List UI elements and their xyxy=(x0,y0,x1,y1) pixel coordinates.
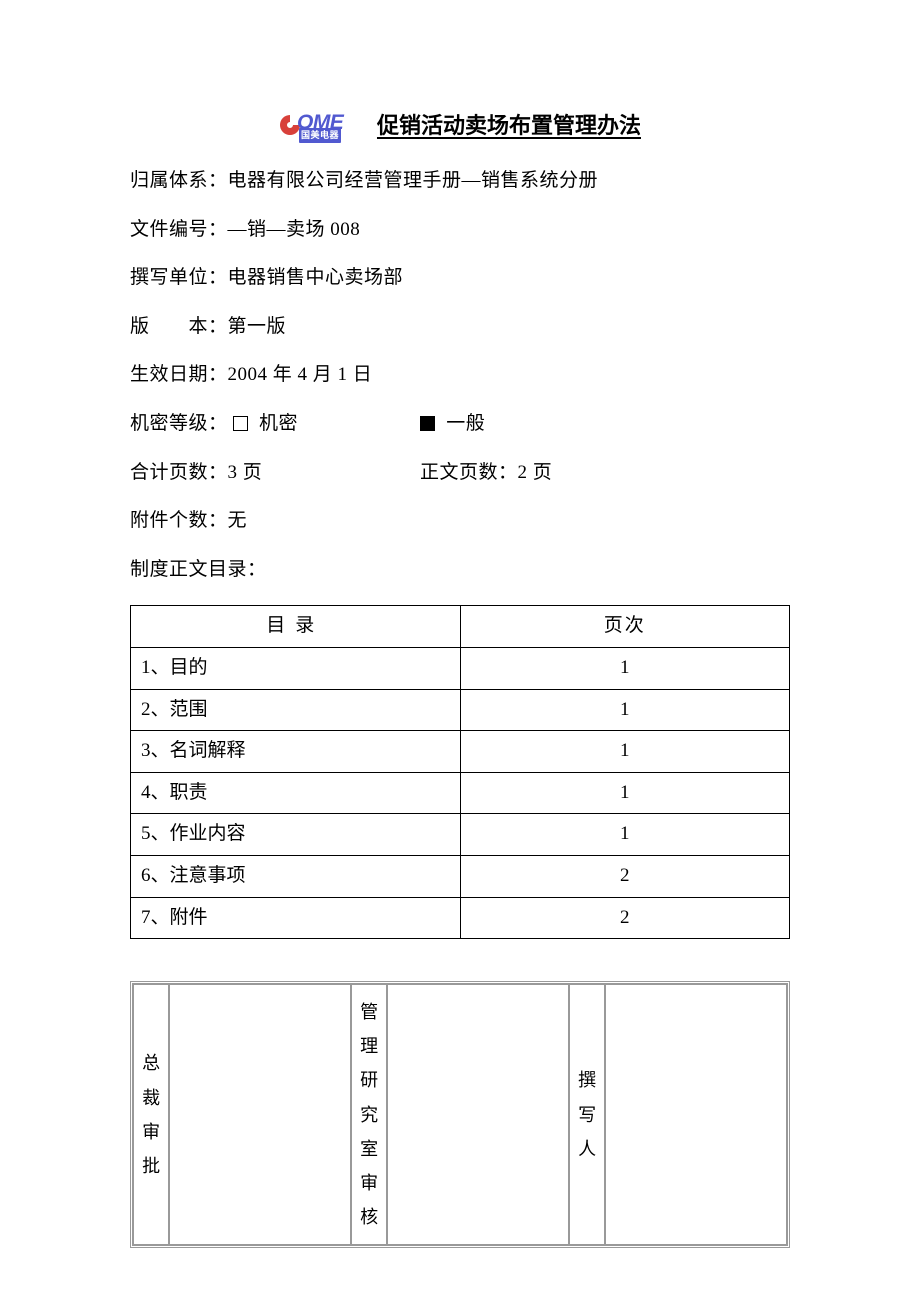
toc-col-item: 目录 xyxy=(131,606,461,648)
meta-secrecy: 机密等级： 机密 一般 xyxy=(130,411,790,438)
meta-label: 版 本： xyxy=(130,316,228,337)
toc-header-row: 目录 页次 xyxy=(131,606,790,648)
signoff-ceo-label: 总裁审批 xyxy=(133,984,169,1245)
meta-author-unit: 撰写单位：电器销售中心卖场部 xyxy=(130,265,790,292)
table-row: 6、注意事项2 xyxy=(131,855,790,897)
meta-value: 电器销售中心卖场部 xyxy=(228,267,404,288)
meta-label: 正文页数： xyxy=(420,462,518,483)
toc-page: 1 xyxy=(460,814,790,856)
meta-version: 版 本：第一版 xyxy=(130,314,790,341)
table-row: 7、附件2 xyxy=(131,897,790,939)
toc-item: 1、目的 xyxy=(131,647,461,689)
toc-item: 4、职责 xyxy=(131,772,461,814)
title-row: OME 国美电器 促销活动卖场布置管理办法 xyxy=(130,110,790,142)
meta-label: 合计页数： xyxy=(130,462,228,483)
toc-item: 2、范围 xyxy=(131,689,461,731)
meta-label: 附件个数： xyxy=(130,510,228,531)
toc-page: 1 xyxy=(460,689,790,731)
signoff-ceo-space xyxy=(169,984,351,1245)
meta-effective: 生效日期：2004 年 4 月 1 日 xyxy=(130,362,790,389)
signoff-mgmt-label: 管理研究室审核 xyxy=(351,984,387,1245)
signoff-table: 总裁审批 管理研究室审核 撰写人 xyxy=(130,981,790,1248)
meta-system: 归属体系：电器有限公司经营管理手册—销售系统分册 xyxy=(130,168,790,195)
meta-label: 生效日期： xyxy=(130,364,228,385)
meta-value: 2004 年 4 月 1 日 xyxy=(228,364,373,385)
document-title: 促销活动卖场布置管理办法 xyxy=(377,111,641,142)
toc-page: 1 xyxy=(460,731,790,773)
toc-page: 1 xyxy=(460,772,790,814)
meta-value: 3 页 xyxy=(228,462,263,483)
toc-page: 1 xyxy=(460,647,790,689)
secrecy-option: 机密 xyxy=(259,413,298,434)
table-row: 5、作业内容1 xyxy=(131,814,790,856)
meta-value: 2 页 xyxy=(518,462,553,483)
toc-col-page: 页次 xyxy=(460,606,790,648)
meta-value: 电器有限公司经营管理手册—销售系统分册 xyxy=(228,170,599,191)
toc-item: 3、名词解释 xyxy=(131,731,461,773)
meta-attach: 附件个数：无 xyxy=(130,508,790,535)
checkbox-secret xyxy=(233,416,248,431)
signoff-mgmt-space xyxy=(387,984,569,1245)
toc-item: 5、作业内容 xyxy=(131,814,461,856)
checkbox-general xyxy=(420,416,435,431)
signoff-row: 总裁审批 管理研究室审核 撰写人 xyxy=(133,984,787,1245)
meta-value: 无 xyxy=(228,510,248,531)
toc-heading: 制度正文目录： xyxy=(130,557,790,584)
logo-text-sub: 国美电器 xyxy=(299,128,341,143)
meta-label: 机密等级： xyxy=(130,413,228,434)
meta-pages: 合计页数：3 页 正文页数：2 页 xyxy=(130,460,790,487)
table-row: 2、范围1 xyxy=(131,689,790,731)
toc-item: 6、注意事项 xyxy=(131,855,461,897)
meta-docno: 文件编号：—销—卖场 008 xyxy=(130,217,790,244)
secrecy-option: 一般 xyxy=(446,413,485,434)
gome-logo: OME 国美电器 xyxy=(279,110,371,142)
meta-label: 归属体系： xyxy=(130,170,228,191)
table-row: 1、目的1 xyxy=(131,647,790,689)
meta-label: 文件编号： xyxy=(130,219,228,240)
meta-label: 撰写单位： xyxy=(130,267,228,288)
toc-table: 目录 页次 1、目的12、范围13、名词解释14、职责15、作业内容16、注意事… xyxy=(130,605,790,939)
meta-value: —销—卖场 008 xyxy=(228,219,361,240)
signoff-author-space xyxy=(605,984,787,1245)
table-row: 3、名词解释1 xyxy=(131,731,790,773)
toc-page: 2 xyxy=(460,897,790,939)
signoff-author-label: 撰写人 xyxy=(569,984,605,1245)
meta-value: 第一版 xyxy=(228,316,287,337)
toc-item: 7、附件 xyxy=(131,897,461,939)
toc-page: 2 xyxy=(460,855,790,897)
table-row: 4、职责1 xyxy=(131,772,790,814)
